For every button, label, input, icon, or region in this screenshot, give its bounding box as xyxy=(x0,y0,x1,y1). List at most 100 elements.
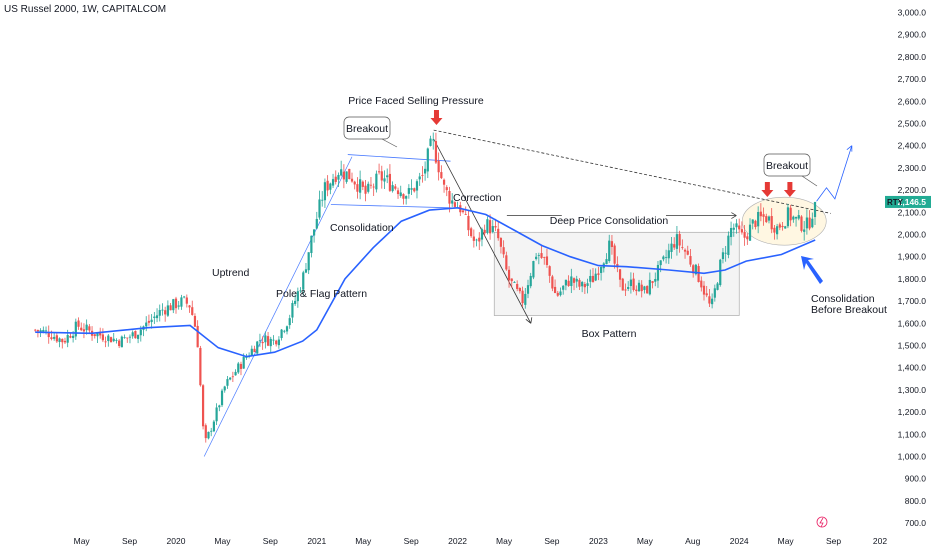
candle-body xyxy=(643,286,646,290)
candle-body xyxy=(597,273,600,275)
candle-body xyxy=(578,279,581,287)
sma-line xyxy=(35,206,816,358)
candle-body xyxy=(629,279,632,287)
candle-body xyxy=(415,181,419,191)
breakout-callout-right xyxy=(763,153,811,177)
candle-body xyxy=(356,184,359,192)
candle-body xyxy=(139,329,142,336)
candle-body xyxy=(656,264,660,281)
projection-arrowhead xyxy=(846,145,853,152)
candle-body xyxy=(729,227,733,238)
candle-body xyxy=(34,329,37,331)
y-tick-label: 2,700.0 xyxy=(898,74,927,84)
x-tick-label: Sep xyxy=(122,536,137,546)
x-tick-label: May xyxy=(496,536,513,546)
projection-path xyxy=(816,145,853,202)
candle-body xyxy=(183,296,186,298)
candle-body xyxy=(69,335,72,338)
candle-body xyxy=(150,319,153,323)
candle-body xyxy=(429,138,432,146)
candle-body xyxy=(283,330,286,332)
x-tick-label: Aug xyxy=(685,536,700,546)
candle-body xyxy=(480,229,484,240)
candle-body xyxy=(572,278,576,283)
candle-body xyxy=(275,340,278,345)
candle-body xyxy=(426,148,429,172)
candle-body xyxy=(264,335,267,343)
candle-body xyxy=(193,315,197,327)
candle-body xyxy=(93,334,96,337)
candle-body xyxy=(467,215,470,231)
candle-body xyxy=(294,300,297,304)
candle-body xyxy=(440,172,443,179)
candle-body xyxy=(510,278,513,282)
x-tick-label: 2021 xyxy=(307,536,326,546)
candle-body xyxy=(291,303,294,318)
candle-body xyxy=(662,256,665,260)
candle-body xyxy=(488,220,492,234)
candle-body xyxy=(507,269,511,281)
symbol-title: US Russel 2000, 1W, CAPITALCOM xyxy=(4,4,167,15)
candle-body xyxy=(237,363,240,373)
candle-body xyxy=(581,282,584,287)
candle-body xyxy=(659,260,662,266)
candle-body xyxy=(410,188,413,190)
candle-body xyxy=(191,307,194,315)
candle-body xyxy=(188,305,191,308)
candle-body xyxy=(675,234,679,249)
ticker-label: RTY xyxy=(887,198,904,207)
breakout-callout-right-pointer xyxy=(801,175,818,187)
y-tick-label: 800.0 xyxy=(905,496,927,506)
candle-body xyxy=(708,296,711,304)
candle-body xyxy=(304,269,308,273)
candle-body xyxy=(261,342,264,344)
candle-body xyxy=(805,217,808,229)
uptrend-label: Uptrend xyxy=(212,267,250,279)
candle-body xyxy=(418,176,421,180)
candle-body xyxy=(367,183,370,192)
event-icon xyxy=(816,516,828,528)
candle-body xyxy=(594,273,597,281)
candle-body xyxy=(85,324,88,331)
candle-body xyxy=(721,252,725,260)
consolidation-pointer-arrow xyxy=(801,256,823,284)
candle-body xyxy=(136,334,140,339)
x-tick-label: Sep xyxy=(544,536,559,546)
last-price-badge xyxy=(885,195,931,208)
candle-body xyxy=(280,329,283,339)
candle-body xyxy=(610,241,614,247)
candle-body xyxy=(575,278,578,282)
candle-body xyxy=(776,226,779,235)
candle-body xyxy=(632,278,635,290)
candle-body xyxy=(104,341,107,343)
candle-body xyxy=(483,229,486,234)
candle-body xyxy=(72,335,75,338)
selling-pressure-arrow-shaft xyxy=(433,110,439,118)
candle-body xyxy=(353,181,356,185)
candle-body xyxy=(651,281,654,283)
candle-body xyxy=(432,139,435,141)
moving-average xyxy=(35,206,816,358)
candle-body xyxy=(719,259,722,285)
last-price-label: 2,146.5 xyxy=(898,197,927,207)
candle-body xyxy=(377,171,381,173)
candle-body xyxy=(635,289,638,292)
candle-body xyxy=(513,282,516,283)
candle-body xyxy=(55,335,58,342)
candle-body xyxy=(813,201,817,218)
breakout-arrow-1-shaft xyxy=(764,182,770,190)
candle-body xyxy=(302,272,305,290)
candle-body xyxy=(177,305,180,307)
candle-body xyxy=(434,141,438,163)
candle-body xyxy=(164,310,167,315)
axes xyxy=(880,0,932,550)
candle-body xyxy=(700,280,703,288)
y-tick-label: 900.0 xyxy=(905,474,927,484)
y-tick-label: 3,000.0 xyxy=(898,7,927,17)
candle-body xyxy=(792,216,795,220)
candle-body xyxy=(77,320,80,327)
candle-body xyxy=(759,211,762,217)
candle-body xyxy=(767,216,771,221)
breakout-left-label: Breakout xyxy=(346,123,388,135)
